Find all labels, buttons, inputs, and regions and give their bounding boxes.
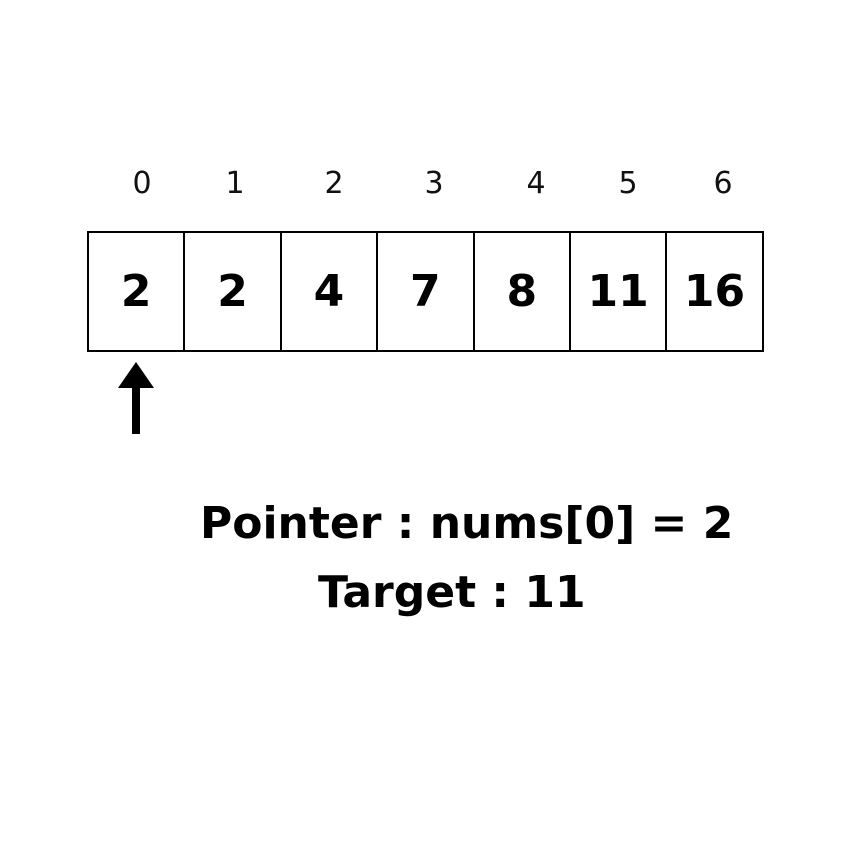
array-cell-5: 11 <box>568 231 668 352</box>
array-cell-2: 4 <box>279 231 379 352</box>
array-cell-4: 8 <box>472 231 571 352</box>
up-arrow-icon <box>117 362 155 434</box>
index-label-5: 5 <box>618 166 638 201</box>
array-cell-0: 2 <box>87 231 186 352</box>
index-row: 0 1 2 3 4 5 6 <box>0 164 864 204</box>
index-label-6: 6 <box>713 166 733 201</box>
index-label-0: 0 <box>132 166 152 201</box>
array-row: 2 2 4 7 8 11 16 <box>87 231 776 352</box>
index-label-2: 2 <box>324 166 344 201</box>
target-status-text: Target : 11 <box>318 567 586 618</box>
pointer-status-text: Pointer : nums[0] = 2 <box>200 498 734 549</box>
array-cell-6: 16 <box>665 231 764 352</box>
array-cell-3: 7 <box>376 231 475 352</box>
array-cell-1: 2 <box>183 231 282 352</box>
index-label-3: 3 <box>424 166 444 201</box>
index-label-4: 4 <box>526 166 546 201</box>
index-label-1: 1 <box>225 166 245 201</box>
